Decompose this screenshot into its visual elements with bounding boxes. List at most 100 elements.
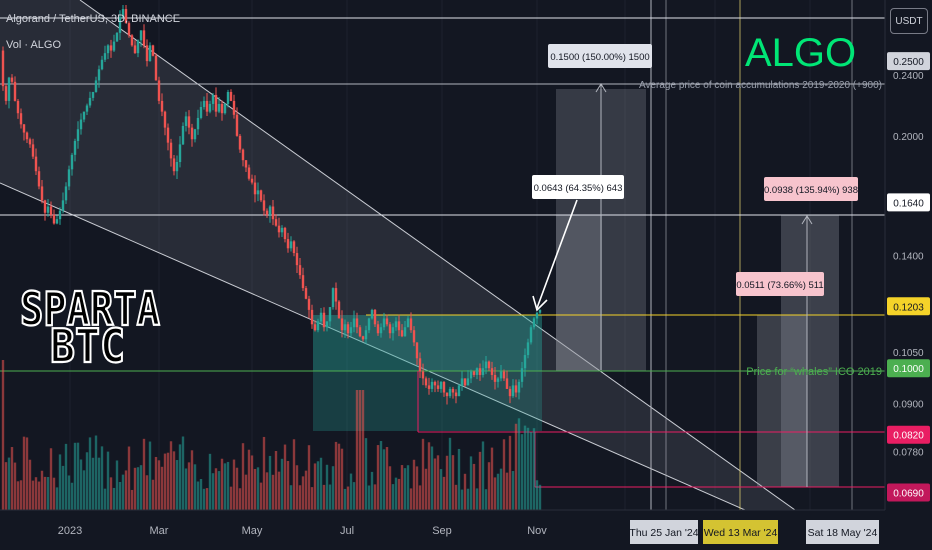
svg-text:0.1000: 0.1000: [893, 364, 924, 375]
candle: [415, 342, 419, 365]
accumulation-box-top[interactable]: [313, 315, 542, 371]
currency-button[interactable]: USDT: [890, 8, 928, 34]
candle: [40, 180, 44, 204]
candle: [421, 363, 425, 386]
candle: [427, 377, 431, 395]
candle: [502, 369, 506, 382]
candles: [1, 4, 542, 405]
volume-bar: [496, 473, 500, 510]
accumulation-label: Average price of coin accumulations 2019…: [639, 80, 882, 91]
volume-bar: [316, 461, 320, 510]
candle: [265, 208, 269, 218]
volume-bar: [433, 458, 437, 510]
volume-bar: [538, 484, 542, 510]
candle: [346, 321, 350, 339]
candle: [157, 76, 161, 105]
measure-label-511[interactable]: 0.0511 (73.66%) 511: [736, 272, 824, 296]
volume-bar: [160, 466, 164, 510]
candle: [175, 155, 179, 179]
candle: [493, 366, 497, 390]
measure-box-938[interactable]: [781, 215, 839, 487]
volume-bar: [313, 463, 317, 510]
volume-bar: [46, 477, 50, 510]
candle: [424, 376, 428, 388]
candle: [499, 364, 503, 382]
candle: [241, 148, 245, 167]
grid-lines: [69, 0, 811, 510]
channel-upper-line[interactable]: [79, 0, 796, 511]
volume-bar: [424, 468, 428, 510]
candle: [31, 138, 35, 159]
volume-bar: [490, 447, 494, 510]
candle: [334, 282, 338, 310]
volume-bar: [304, 470, 308, 510]
volume-bar: [163, 453, 167, 510]
measure-label-643[interactable]: 0.0643 (64.35%) 643: [532, 175, 624, 199]
volume-bar: [226, 461, 230, 510]
svg-text:0.0820: 0.0820: [893, 431, 924, 442]
volume-bar: [178, 444, 182, 510]
price-axis[interactable]: 0.28000.24000.20000.14000.10500.09000.07…: [884, 0, 932, 510]
price-label: 0.0690: [887, 483, 930, 502]
candle: [124, 4, 128, 24]
candle: [439, 381, 443, 393]
candle: [88, 91, 92, 108]
volume-bar: [181, 436, 185, 510]
volume-bar: [436, 455, 440, 510]
volume-bar: [364, 438, 368, 510]
measure-label-938[interactable]: 0.0938 (135.94%) 938: [764, 177, 858, 201]
measure-box-643[interactable]: [556, 215, 602, 371]
candle: [520, 361, 524, 388]
volume-bar: [235, 467, 239, 510]
candle: [529, 325, 533, 345]
volume-bar: [52, 477, 56, 510]
candle: [214, 87, 218, 117]
volume-bar: [238, 488, 242, 510]
channel-lower-line[interactable]: [0, 182, 746, 511]
svg-text:Wed 13 Mar '24: Wed 13 Mar '24: [704, 527, 778, 539]
measure-box-511[interactable]: [757, 315, 807, 487]
volume-bar: [211, 473, 215, 510]
candle: [523, 348, 527, 377]
candle: [49, 201, 53, 219]
volume-bars: [1, 360, 542, 510]
volume-bar: [124, 470, 128, 510]
measure-label-1500[interactable]: 0.1500 (150.00%) 1500: [548, 44, 652, 68]
candle: [481, 360, 485, 378]
candle: [304, 286, 308, 300]
volume-bar: [112, 487, 116, 510]
volume-bar: [103, 488, 107, 510]
volume-bar: [361, 390, 365, 510]
candle: [190, 123, 194, 147]
volume-bar: [340, 448, 344, 510]
candle: [118, 10, 122, 40]
volume-bar: [523, 425, 527, 510]
candle: [364, 325, 368, 344]
time-axis[interactable]: 2023 Mar May Jul Sep Nov Thu 25 Jan '24 Wed 13…: [0, 509, 932, 550]
candle: [181, 122, 185, 146]
volume-bar: [175, 460, 179, 510]
volume-bar: [403, 468, 407, 510]
candle: [19, 108, 23, 129]
volume-bar: [190, 450, 194, 510]
candle: [352, 310, 356, 333]
volume-bar: [145, 475, 149, 510]
volume-bar: [451, 455, 455, 510]
candle: [277, 217, 281, 238]
candle: [61, 192, 65, 214]
volume-bar: [337, 443, 341, 510]
volume-bar: [91, 457, 95, 510]
candle: [451, 386, 455, 399]
volume-bar: [31, 480, 35, 510]
volume-bar: [7, 457, 11, 510]
volume-bar: [136, 467, 140, 510]
candle: [412, 326, 416, 347]
volume-bar: [286, 461, 290, 510]
volume-bar: [268, 455, 272, 510]
candle: [127, 21, 131, 38]
candle: [79, 113, 83, 135]
candle: [25, 131, 29, 144]
volume-bar: [343, 488, 347, 510]
volume-bar: [187, 462, 191, 510]
